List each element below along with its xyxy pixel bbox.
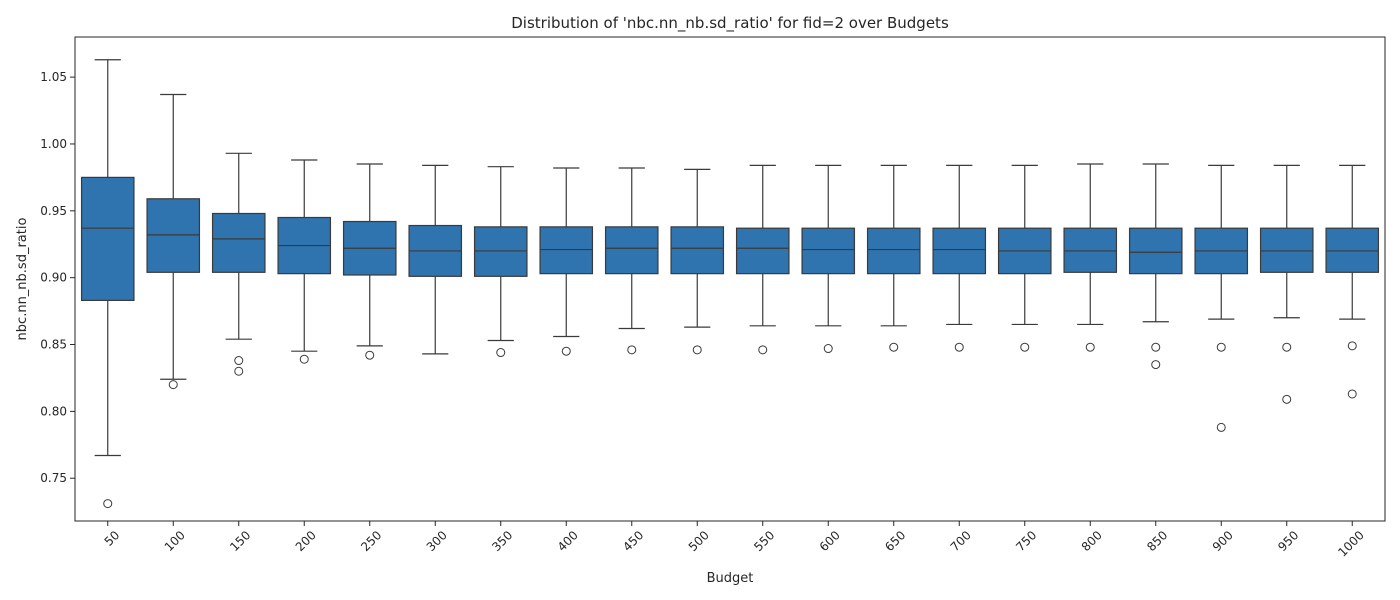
x-tick-label: 250 xyxy=(358,528,384,554)
box-iqr xyxy=(539,226,594,275)
box-iqr xyxy=(80,176,135,301)
x-tick-label: 50 xyxy=(102,528,123,549)
chart-title: Distribution of 'nbc.nn_nb.sd_ratio' for… xyxy=(511,14,949,33)
outlier-point xyxy=(299,354,309,364)
x-tick-label: 200 xyxy=(293,528,319,554)
outlier-point xyxy=(1216,422,1226,432)
box-iqr xyxy=(1063,227,1118,273)
outlier-point xyxy=(954,342,964,352)
outlier-point xyxy=(1216,342,1226,352)
y-tick-label: 0.95 xyxy=(40,204,67,218)
x-tick-label: 850 xyxy=(1144,528,1170,554)
box-iqr xyxy=(1128,227,1183,275)
box-iqr xyxy=(670,226,725,275)
outlier-point xyxy=(168,380,178,390)
x-tick-label: 100 xyxy=(162,528,188,554)
outlier-point xyxy=(365,350,375,360)
outlier-point xyxy=(1151,342,1161,352)
outlier-point xyxy=(1347,389,1357,399)
outlier-point xyxy=(1282,342,1292,352)
x-axis-label: Budget xyxy=(707,571,754,586)
x-tick-label: 650 xyxy=(882,528,908,554)
y-tick-label: 1.05 xyxy=(40,70,67,84)
plot-frame xyxy=(74,36,1386,522)
box-iqr xyxy=(866,227,921,275)
box-iqr xyxy=(735,227,790,275)
outlier-point xyxy=(234,366,244,376)
outlier-point xyxy=(627,345,637,355)
outlier-point xyxy=(234,356,244,366)
outlier-point xyxy=(692,345,702,355)
x-tick-label: 300 xyxy=(424,528,450,554)
x-tick-label: 350 xyxy=(489,528,515,554)
outlier-point xyxy=(103,499,113,509)
x-tick-label: 600 xyxy=(817,528,843,554)
box-iqr xyxy=(604,226,659,275)
x-tick-label: 900 xyxy=(1210,528,1236,554)
x-tick-label: 700 xyxy=(948,528,974,554)
x-tick-label: 150 xyxy=(227,528,253,554)
box-iqr xyxy=(211,212,266,273)
outlier-point xyxy=(1151,360,1161,370)
x-tick-label: 400 xyxy=(555,528,581,554)
y-tick-label: 0.90 xyxy=(40,271,67,285)
x-tick-label: 500 xyxy=(686,528,712,554)
x-tick-label: 800 xyxy=(1079,528,1105,554)
y-tick-label: 0.80 xyxy=(40,404,67,418)
outlier-point xyxy=(1020,342,1030,352)
outlier-point xyxy=(1085,342,1095,352)
x-tick-label: 550 xyxy=(751,528,777,554)
outlier-point xyxy=(823,344,833,354)
outlier-point xyxy=(561,346,571,356)
y-tick-label: 0.85 xyxy=(40,338,67,352)
outlier-point xyxy=(758,345,768,355)
outlier-point xyxy=(1282,394,1292,404)
outlier-point xyxy=(496,348,506,358)
outlier-point xyxy=(1347,341,1357,351)
y-axis-label: nbc.nn_nb.sd_ratio xyxy=(15,218,30,341)
plot-area: 0.75 0.80 0.85 0.90 0.95 1.00 1.05 50 100 150 200 2… xyxy=(40,59,1380,560)
box-iqr xyxy=(473,226,528,277)
box-iqr xyxy=(801,227,856,275)
x-tick-label: 950 xyxy=(1275,528,1301,554)
box-iqr xyxy=(1259,227,1314,273)
box-iqr xyxy=(1325,227,1380,273)
y-tick-label: 1.00 xyxy=(40,137,67,151)
x-tick-label: 750 xyxy=(1013,528,1039,554)
box-iqr xyxy=(932,227,987,275)
y-tick-label: 0.75 xyxy=(40,471,67,485)
x-tick-label: 450 xyxy=(620,528,646,554)
outlier-point xyxy=(889,342,899,352)
x-tick-label: 1000 xyxy=(1335,528,1366,559)
box-iqr xyxy=(146,198,201,273)
